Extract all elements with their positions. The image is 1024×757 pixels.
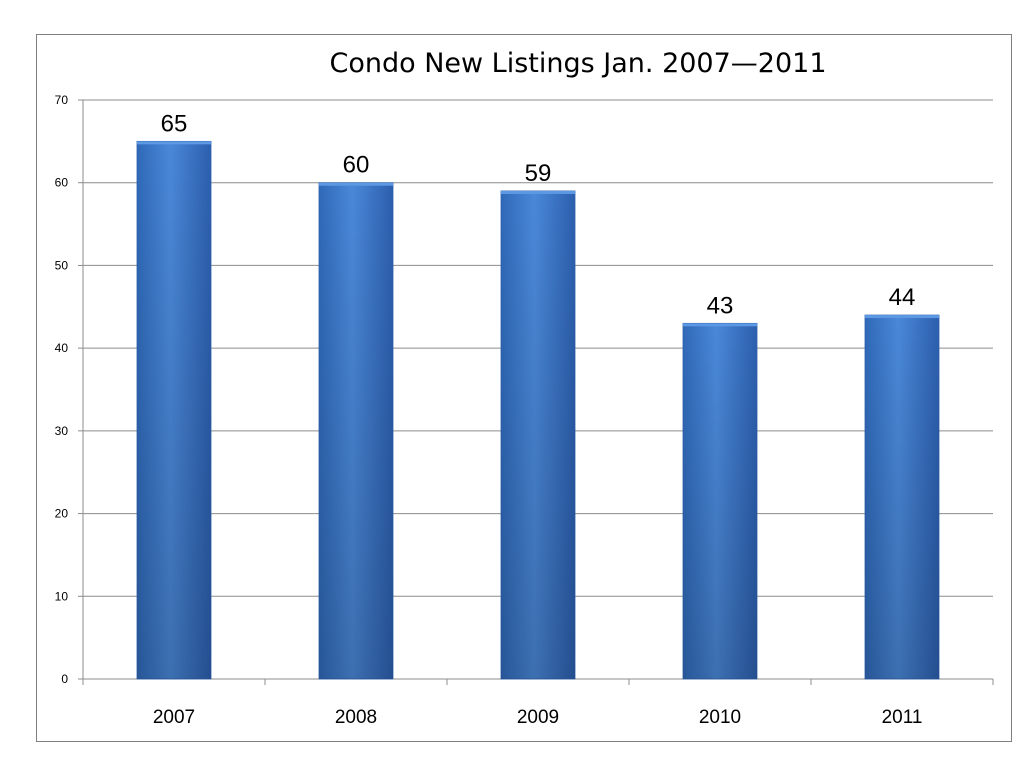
bars (136, 140, 940, 680)
data-label: 59 (525, 160, 552, 187)
bar-top-highlight (501, 190, 575, 194)
y-tick-label: 50 (55, 258, 69, 272)
x-tick-label: 2009 (517, 707, 559, 728)
bar-shade (683, 323, 757, 679)
x-axis-tick-labels: 2007 2008 2009 2010 2011 (153, 707, 923, 728)
bar-shade (501, 190, 575, 679)
data-label: 65 (161, 110, 188, 137)
bar-2008 (318, 182, 394, 680)
bar-2009 (500, 190, 576, 680)
bar-shade (137, 141, 211, 679)
data-label: 60 (343, 152, 370, 179)
x-tick-label: 2010 (699, 707, 741, 728)
bar-top-highlight (865, 315, 939, 319)
bar-shade (865, 315, 939, 679)
bar-shade (319, 182, 393, 679)
y-tick-label: 40 (55, 341, 69, 355)
bar-top-highlight (319, 182, 393, 186)
y-tick-label: 30 (55, 424, 69, 438)
bar-2010 (682, 322, 758, 680)
x-tick-label: 2008 (335, 707, 377, 728)
bar-top-highlight (137, 141, 211, 145)
y-tick-label: 70 (55, 93, 69, 107)
data-label: 43 (707, 292, 734, 319)
y-tick-label: 20 (55, 507, 69, 521)
y-tick-label: 60 (55, 176, 69, 190)
x-tick-label: 2011 (882, 707, 923, 728)
data-labels: 65 60 59 43 44 (161, 110, 916, 319)
chart-title: Condo New Listings Jan. 2007—2011 (329, 48, 826, 79)
y-tick-label: 10 (55, 589, 69, 603)
bar-2011 (864, 314, 940, 680)
data-label: 44 (889, 284, 916, 311)
y-tick-label: 0 (61, 672, 68, 686)
bar-top-highlight (683, 323, 757, 327)
bar-2007 (136, 140, 212, 680)
y-axis-tick-labels: 0 10 20 30 40 50 60 70 (55, 93, 69, 686)
x-tick-label: 2007 (153, 707, 195, 728)
